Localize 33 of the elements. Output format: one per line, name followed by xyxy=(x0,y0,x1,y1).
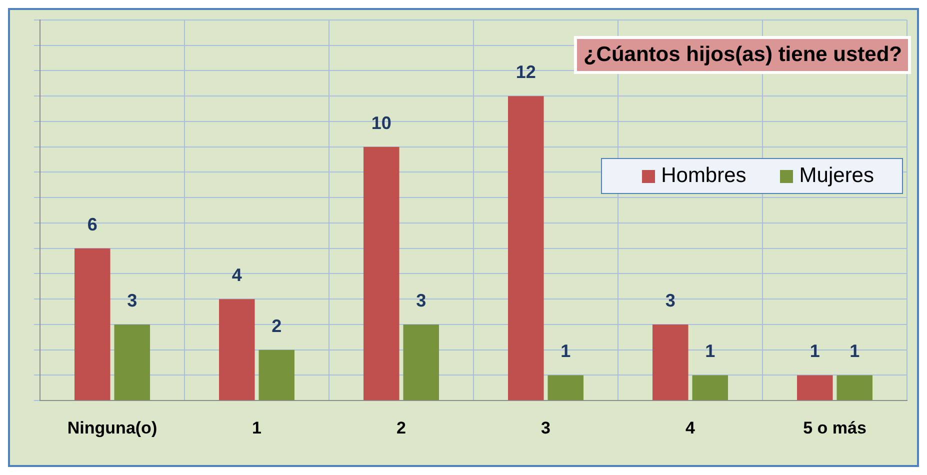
x-tick-label: 5 o más xyxy=(803,418,866,438)
data-label: 3 xyxy=(665,290,676,310)
data-label: 1 xyxy=(850,341,860,362)
bar xyxy=(836,375,872,400)
legend-label: Mujeres xyxy=(798,164,874,188)
data-label: 10 xyxy=(371,112,392,133)
x-tick-label: 4 xyxy=(686,418,696,438)
data-label: 6 xyxy=(87,214,98,234)
bar xyxy=(548,375,584,400)
bar xyxy=(692,375,728,400)
x-tick-label: Ninguna(o) xyxy=(67,418,158,438)
x-tick-label: 2 xyxy=(396,418,406,438)
x-tick-label: 3 xyxy=(541,418,550,438)
bar xyxy=(74,248,110,400)
bar xyxy=(652,324,688,400)
bar xyxy=(258,350,294,400)
bar xyxy=(403,324,439,400)
legend-label: Hombres xyxy=(660,164,746,188)
text: ¿Cúantos hijos(as) tiene usted? xyxy=(574,36,911,74)
bar xyxy=(219,299,255,400)
bar xyxy=(797,375,833,400)
data-label: 3 xyxy=(127,290,138,310)
bar xyxy=(114,324,150,400)
data-label: 4 xyxy=(232,265,242,286)
x-tick-label: 1 xyxy=(252,418,262,438)
data-label: 12 xyxy=(516,62,536,82)
data-label: 1 xyxy=(810,341,820,362)
bar xyxy=(364,146,400,400)
data-label: 3 xyxy=(416,290,426,310)
data-label: 2 xyxy=(272,316,282,336)
data-label: 1 xyxy=(560,341,571,362)
bar xyxy=(508,96,544,400)
data-label: 1 xyxy=(705,341,716,362)
